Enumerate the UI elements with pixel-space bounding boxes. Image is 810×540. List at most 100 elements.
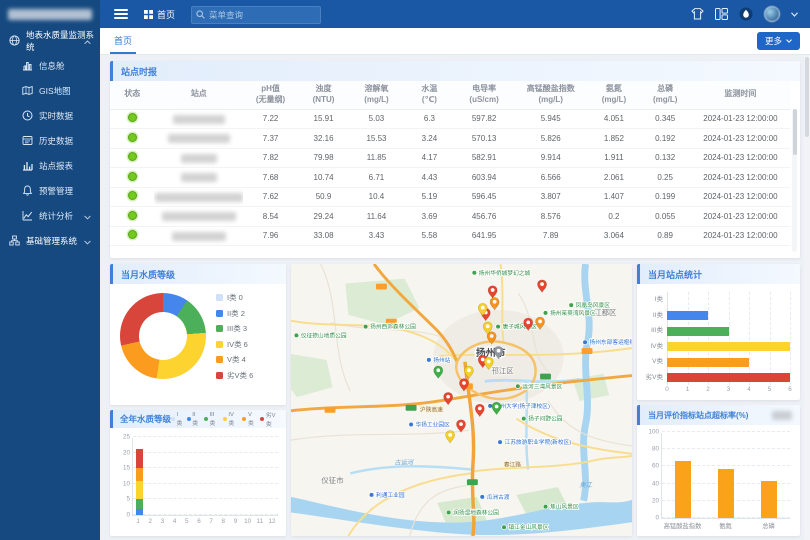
sidebar-item-gis[interactable]: GIS地图 <box>0 78 100 103</box>
map-label-poi-green: 扬子问野公园 <box>528 415 563 423</box>
sidebar-item-root[interactable]: 地表水质量监测系统 <box>0 28 100 53</box>
cell-value: 4.17 <box>404 148 455 168</box>
breadcrumb[interactable]: 首页 <box>144 8 175 21</box>
panel-title-year-level: 全年水质等级 <box>120 413 171 425</box>
sidebar-item-label: 站点报表 <box>39 160 73 172</box>
year-level-chart: 0510152025 <box>132 438 278 516</box>
logo-area <box>0 0 100 28</box>
cell-value: 5.19 <box>404 187 455 207</box>
stats-icon <box>22 210 34 222</box>
cell-value: 603.94 <box>455 168 513 188</box>
month-level-donut <box>120 293 206 379</box>
column-header: 高锰酸盐指数(mg/L) <box>513 81 588 109</box>
map-label-poi-blue: 江苏旅游职业学院(新校区) <box>504 438 571 446</box>
chevron-down-icon[interactable] <box>791 12 798 17</box>
legend-item: V类 4 <box>216 354 253 365</box>
poi-green-icon <box>363 324 368 329</box>
map-label-poi-green: 扬州茱萸湾风景区 <box>550 309 596 317</box>
status-indicator <box>128 152 137 161</box>
legend-item: II类 2 <box>216 308 253 319</box>
sidebar-item-base-system[interactable]: 基础管理系统 <box>0 228 100 253</box>
sidebar-item-info[interactable]: 信息舱 <box>0 53 100 78</box>
cell-value: 6.3 <box>404 109 455 129</box>
cell-value: 9.914 <box>513 148 588 168</box>
sidebar-item-history[interactable]: 历史数据 <box>0 128 100 153</box>
cell-value: 2024-01-23 12:00:00 <box>691 129 790 149</box>
layout-icon[interactable] <box>715 8 728 20</box>
poi-green-icon <box>569 303 574 308</box>
poi-green-icon <box>294 333 299 338</box>
sidebar-item-label: GIS地图 <box>39 85 71 97</box>
cell-value: 7.68 <box>243 168 298 188</box>
cell-value: 570.13 <box>455 129 513 149</box>
tabbar: 首页 更多 <box>100 28 810 55</box>
sidebar-item-stats[interactable]: 统计分析 <box>0 203 100 228</box>
table-row: 7.6810.746.714.43603.946.5662.0610.25202… <box>110 168 790 188</box>
user-avatar[interactable] <box>764 6 780 22</box>
cell-value: 7.22 <box>243 109 298 129</box>
legend-item: 劣V类 6 <box>216 370 253 381</box>
sidebar-item-report[interactable]: 站点报表 <box>0 153 100 178</box>
sidebar-item-label: 实时数据 <box>39 110 73 122</box>
panel-title-station-report: 站点时报 <box>110 61 800 81</box>
table-row: 8.5429.2411.643.69456.768.5760.20.055202… <box>110 207 790 227</box>
table-scrollbar[interactable] <box>792 109 797 252</box>
cell-value: 5.826 <box>513 129 588 149</box>
tab-home[interactable]: 首页 <box>110 28 136 54</box>
map-label-poi-green: 镇江金山风景区 <box>508 523 548 531</box>
cell-value: 7.96 <box>243 226 298 246</box>
cell-value: 6.71 <box>349 168 404 188</box>
report-icon <box>22 160 34 172</box>
stack-segment <box>136 468 143 480</box>
hbar-IV类 <box>667 342 790 351</box>
cell-value: 32.16 <box>298 129 349 149</box>
menu-toggle-icon[interactable] <box>114 9 128 19</box>
cell-value: 2024-01-23 12:00:00 <box>691 226 790 246</box>
month-station-panel: 当月站点统计 I类II类III类IV类V类劣V类 0123456 <box>637 264 800 400</box>
cell-value: 5.945 <box>513 109 588 129</box>
cell-value: 4.051 <box>588 109 639 129</box>
station-name-redacted <box>155 193 243 202</box>
column-header: 电导率(uS/cm) <box>455 81 513 109</box>
sidebar-item-realtime[interactable]: 实时数据 <box>0 103 100 128</box>
map-label-poi-green: 仪征捺山地质公园 <box>301 331 347 339</box>
hbar-劣V类 <box>667 373 790 382</box>
theme-shirt-icon[interactable] <box>691 8 704 20</box>
cell-value: 8.576 <box>513 207 588 227</box>
cell-value: 0.345 <box>640 109 691 129</box>
cell-value: 0.055 <box>640 207 691 227</box>
map-label-poi-blue: 扬州大学(扬子津校区) <box>495 402 550 410</box>
poi-green-icon <box>521 416 526 421</box>
search-input[interactable] <box>191 6 321 24</box>
page-scrollbar[interactable] <box>804 55 810 540</box>
map-label-road: 沪陕高速 <box>420 406 443 414</box>
station-name-redacted <box>162 212 236 221</box>
column-header: pH值(无量纲) <box>243 81 298 109</box>
map[interactable]: 扬州市江都区仪征市邗江区扬州华侨城梦幻之城扬州西郊森林公园仪征捺山地质公园扬州茱… <box>291 264 632 536</box>
poi-blue-icon <box>498 440 503 445</box>
stack-segment <box>136 481 143 500</box>
sidebar-item-label: 信息舱 <box>39 60 65 72</box>
bar-氨氮 <box>718 469 734 518</box>
column-header: 监测时间 <box>691 81 790 109</box>
sidebar-item-alert[interactable]: 预警管理 <box>0 178 100 203</box>
flame-icon[interactable] <box>739 7 753 21</box>
map-label-poi-blue: 扬州东部客运枢纽 <box>589 338 632 346</box>
hbar-II类 <box>667 311 708 320</box>
chevron-down-icon <box>84 237 91 247</box>
table-row: 7.3732.1615.533.24570.135.8261.8520.1922… <box>110 129 790 149</box>
year-level-x-axis: 123456789101112 <box>132 518 278 525</box>
table-row: 7.9633.083.435.58641.957.893.0640.892024… <box>110 226 790 246</box>
gis-icon <box>22 85 34 97</box>
column-header: 浊度(NTU) <box>298 81 349 109</box>
station-name-redacted <box>181 173 217 182</box>
gis-map-panel: 扬州市江都区仪征市邗江区扬州华侨城梦幻之城扬州西郊森林公园仪征捺山地质公园扬州茱… <box>291 264 632 536</box>
exceed-rate-x-axis: 高锰酸盐指数氨氮总磷 <box>661 521 790 531</box>
map-label-poi-blue: 利通工业园 <box>376 491 405 499</box>
poi-blue-icon <box>369 493 374 498</box>
poi-blue-icon <box>480 495 485 500</box>
cell-value: 11.85 <box>349 148 404 168</box>
cell-value: 5.58 <box>404 226 455 246</box>
cell-value: 1.852 <box>588 129 639 149</box>
more-button[interactable]: 更多 <box>757 32 800 50</box>
